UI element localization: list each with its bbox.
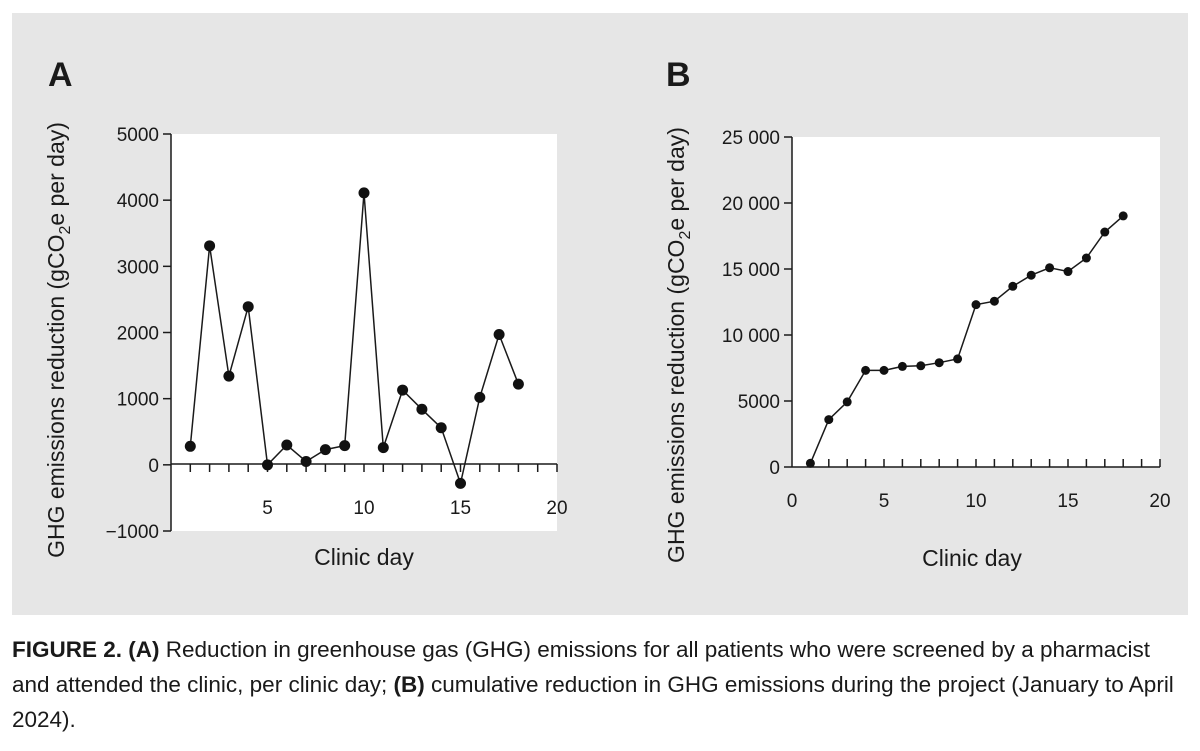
y-axis-title-a: GHG emissions reduction (gCO2e per day): [43, 122, 74, 558]
data-point: [879, 365, 889, 375]
data-point: [842, 397, 852, 407]
caption-part-a-label: (A): [128, 637, 160, 662]
y-tick-label: 10 000: [722, 326, 780, 347]
data-point: [223, 370, 235, 382]
axes-a: −1000 0 1000 2000 3000 4000 5000 5 10 15 20: [106, 125, 568, 543]
data-point: [1100, 227, 1110, 237]
x-tick-label: 5: [262, 498, 273, 519]
data-point: [1081, 253, 1091, 263]
data-point: [824, 415, 834, 425]
caption-figure-label: FIGURE 2.: [12, 637, 123, 662]
data-point: [184, 440, 196, 452]
data-point: [953, 354, 963, 364]
data-point: [455, 477, 466, 489]
y-tick-label: 25 000: [722, 128, 780, 149]
data-point: [971, 300, 981, 310]
y-tick-label: 0: [769, 458, 780, 479]
panel-label-b: B: [666, 56, 691, 94]
y-tick-label: 1000: [117, 390, 159, 411]
data-point: [512, 378, 524, 390]
data-point: [319, 444, 331, 456]
data-point: [1026, 270, 1036, 280]
y-tick-label: 5000: [117, 125, 159, 146]
y-tick-label: 2000: [117, 324, 159, 345]
x-tick-label: 20: [1149, 491, 1170, 512]
data-point: [339, 440, 351, 452]
data-point: [1118, 211, 1128, 221]
x-tick-label: 15: [1057, 491, 1078, 512]
x-tick-label: 20: [546, 498, 567, 519]
data-point: [1063, 267, 1073, 277]
y-tick-label: 5000: [738, 392, 780, 413]
x-tick-label: 10: [965, 491, 986, 512]
series-b: [805, 211, 1128, 468]
figure-caption: FIGURE 2. (A) Reduction in greenhouse ga…: [12, 632, 1188, 737]
axes-b: 0 5000 10 000 15 000 20 000 25 000 0 5 10 15 20: [722, 128, 1171, 512]
data-point: [397, 384, 409, 396]
data-point: [435, 422, 447, 434]
x-tick-label: 15: [450, 498, 471, 519]
panel-label-a: A: [48, 56, 73, 94]
data-point: [204, 240, 216, 252]
data-point: [377, 442, 389, 454]
series-a: [184, 187, 524, 489]
y-tick-label: 20 000: [722, 194, 780, 215]
x-tick-label: 0: [787, 491, 798, 512]
x-tick-label: 5: [879, 491, 890, 512]
data-point: [934, 358, 944, 368]
x-axis-title-b: Clinic day: [922, 545, 1022, 571]
data-point: [242, 301, 254, 313]
data-point: [1045, 263, 1055, 273]
y-tick-label: 0: [148, 456, 159, 477]
caption-part-a-text: Reduction in greenhouse gas (GHG) emissi…: [12, 637, 1151, 697]
data-point: [989, 296, 999, 306]
caption-part-b-text: cumulative reduction in GHG emissions du…: [12, 672, 1174, 732]
data-point: [416, 403, 428, 415]
data-point: [1008, 281, 1018, 291]
y-tick-label: 15 000: [722, 260, 780, 281]
y-axis-title-b: GHG emissions reduction (gCO2e per day): [663, 127, 694, 563]
series-line: [189, 192, 520, 487]
data-point: [805, 458, 815, 468]
caption-part-b-label: (B): [393, 672, 425, 697]
x-tick-label: 10: [353, 498, 374, 519]
data-point: [474, 391, 486, 403]
data-point: [493, 328, 505, 340]
y-tick-label: 4000: [117, 191, 159, 212]
x-axis-title-a: Clinic day: [314, 544, 414, 570]
y-tick-label: −1000: [106, 522, 159, 543]
data-point: [897, 361, 907, 371]
data-point: [262, 459, 273, 471]
data-point: [861, 365, 871, 375]
data-point: [300, 456, 312, 468]
y-tick-label: 3000: [117, 257, 159, 278]
data-point: [916, 361, 926, 371]
data-point: [281, 439, 293, 451]
data-point: [358, 187, 370, 199]
